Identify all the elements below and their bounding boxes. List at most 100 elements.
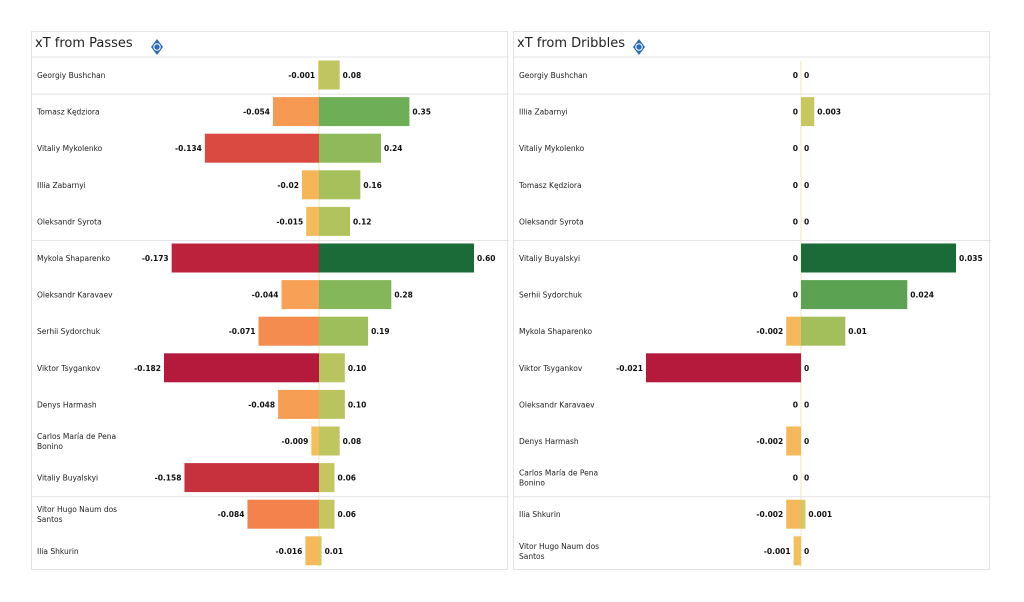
player-name-line: Illia Zabarnyi [519, 108, 568, 117]
player-name: Illia Zabarnyi [519, 108, 568, 117]
player-name: Mykola Shaparenko [37, 254, 110, 263]
player-name: Vitaliy Mykolenko [37, 144, 103, 153]
player-name-line: Mykola Shaparenko [519, 327, 592, 336]
player-name-line: Vitaliy Mykolenko [519, 144, 585, 153]
negative-bar [301, 170, 319, 200]
logo-ring [153, 43, 161, 51]
negative-value-label: 0 [793, 181, 798, 190]
player-name-line: Georgiy Bushchan [519, 71, 588, 80]
negative-value-label: 0 [793, 71, 798, 80]
player-name: Oleksandr Karavaev [519, 400, 595, 409]
negative-value-label: -0.021 [616, 364, 643, 373]
positive-bar [319, 97, 410, 127]
chart-title: xT from Dribbles [517, 36, 626, 51]
positive-value-label: 0.035 [959, 254, 983, 263]
positive-bar [319, 280, 392, 310]
positive-value-label: 0.08 [343, 437, 362, 446]
positive-value-label: 0 [804, 364, 809, 373]
positive-value-label: 0.19 [371, 327, 390, 336]
dribbles-panel: xT from Dribbles Georgiy Bushchan 0 0 Illia… [513, 31, 991, 570]
player-name-line: Ilia Shkurin [37, 547, 79, 556]
positive-value-label: 0 [804, 474, 809, 483]
negative-value-label: -0.134 [175, 144, 202, 153]
player-name: Vitor Hugo Naum dos Santos [37, 505, 117, 524]
club-logo-icon [633, 39, 645, 55]
player-name-line: Vitor Hugo Naum dos [37, 505, 117, 514]
player-name-line: Serhii Sydorchuk [37, 327, 101, 336]
negative-bar [247, 499, 319, 529]
logo-diamond [633, 39, 645, 55]
positive-value-label: 0.08 [343, 71, 362, 80]
player-name-line: Viktor Tsygankov [519, 364, 583, 373]
player-name-line: Oleksandr Syrota [37, 217, 102, 226]
positive-value-label: 0.35 [412, 108, 431, 117]
positive-bar [319, 426, 340, 456]
negative-bar [793, 536, 801, 566]
player-name: Denys Harmash [37, 400, 97, 409]
player-name-line: Tomasz Kędziora [36, 108, 100, 117]
player-name-line: Ilia Shkurin [519, 510, 561, 519]
player-name: Tomasz Kędziora [36, 108, 100, 117]
positive-value-label: 0.01 [848, 327, 867, 336]
chart-title: xT from Passes [35, 36, 133, 51]
negative-value-label: 0 [793, 254, 798, 263]
positive-bar [319, 536, 322, 566]
player-name-line: Carlos María de Pena [37, 432, 116, 441]
negative-bar [278, 389, 319, 419]
negative-bar [281, 280, 319, 310]
negative-value-label: -0.015 [276, 217, 303, 226]
negative-value-label: -0.002 [756, 327, 783, 336]
negative-bar [273, 97, 319, 127]
negative-bar [258, 316, 319, 346]
logo-diamond [151, 39, 163, 55]
negative-value-label: 0 [793, 108, 798, 117]
positive-value-label: 0.024 [910, 291, 934, 300]
passes-chart: Georgiy Bushchan -0.001 0.08 Tomasz Kędzior… [32, 39, 509, 567]
negative-value-label: 0 [793, 217, 798, 226]
player-name-line: Georgiy Bushchan [37, 71, 106, 80]
positive-value-label: 0.01 [325, 547, 344, 556]
positive-value-label: 0.06 [338, 510, 357, 519]
player-name-line: Viktor Tsygankov [37, 364, 101, 373]
player-name: Serhii Sydorchuk [37, 327, 101, 336]
player-name-line: Mykola Shaparenko [37, 254, 110, 263]
negative-value-label: -0.001 [764, 547, 791, 556]
player-name-line: Denys Harmash [519, 437, 579, 446]
positive-value-label: 0 [804, 144, 809, 153]
positive-bar [319, 133, 381, 163]
positive-value-label: 0.60 [477, 254, 496, 263]
positive-bar [319, 206, 350, 236]
positive-bar [801, 243, 956, 273]
player-name-line: Vitor Hugo Naum dos [519, 542, 599, 551]
player-name: Vitor Hugo Naum dos Santos [519, 542, 599, 561]
negative-value-label: -0.173 [142, 254, 169, 263]
negative-bar [204, 133, 319, 163]
positive-value-label: 0.06 [338, 474, 357, 483]
player-name-line: Oleksandr Karavaev [37, 291, 113, 300]
player-name-line: Illia Zabarnyi [37, 181, 86, 190]
negative-value-label: -0.002 [756, 510, 783, 519]
positive-bar [319, 60, 340, 90]
positive-bar [801, 499, 806, 529]
player-name: Georgiy Bushchan [37, 71, 106, 80]
positive-bar [319, 389, 345, 419]
negative-value-label: -0.182 [134, 364, 161, 373]
player-name-line: Vitaliy Mykolenko [37, 144, 103, 153]
positive-bar [801, 97, 815, 127]
player-name-line: Bonino [37, 442, 63, 451]
negative-bar [786, 316, 801, 346]
negative-bar [306, 206, 319, 236]
positive-value-label: 0 [804, 437, 809, 446]
negative-bar [786, 426, 801, 456]
negative-value-label: -0.016 [276, 547, 303, 556]
player-name: Viktor Tsygankov [37, 364, 101, 373]
negative-bar [318, 60, 319, 90]
negative-bar [164, 353, 319, 383]
negative-value-label: -0.002 [756, 437, 783, 446]
player-name: Mykola Shaparenko [519, 327, 592, 336]
player-name-line: Serhii Sydorchuk [519, 291, 583, 300]
player-name: Carlos María de Pena Bonino [519, 469, 598, 488]
player-name: Georgiy Bushchan [519, 71, 588, 80]
negative-value-label: -0.084 [218, 510, 245, 519]
